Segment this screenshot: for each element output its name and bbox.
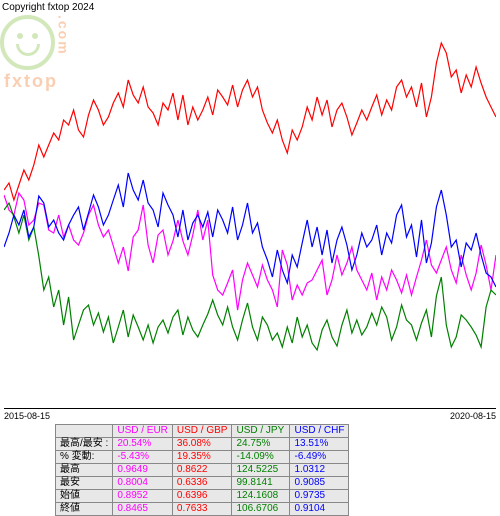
table-corner bbox=[56, 425, 113, 438]
table-row-label: 最安 bbox=[56, 477, 113, 490]
table-cell: 0.9104 bbox=[290, 503, 349, 516]
table-cell: 36.08% bbox=[172, 438, 232, 451]
table-cell: 19.35% bbox=[172, 451, 232, 464]
table-cell: 0.7633 bbox=[172, 503, 232, 516]
table-cell: 24.75% bbox=[232, 438, 290, 451]
table-cell: 0.6396 bbox=[172, 490, 232, 503]
currency-line-chart bbox=[4, 15, 496, 410]
copyright-text: Copyright fxtop 2024 bbox=[2, 2, 94, 13]
x-axis-start-label: 2015-08-15 bbox=[4, 411, 50, 421]
table-row-label: 終値 bbox=[56, 503, 113, 516]
table-cell: 0.8004 bbox=[113, 477, 173, 490]
table-cell: -6.49% bbox=[290, 451, 349, 464]
table-row-label: 最高 bbox=[56, 464, 113, 477]
table-cell: 0.8952 bbox=[113, 490, 173, 503]
x-axis-end-label: 2020-08-15 bbox=[450, 411, 496, 421]
table-cell: 1.0312 bbox=[290, 464, 349, 477]
table-cell: 106.6706 bbox=[232, 503, 290, 516]
table-cell: -5.43% bbox=[113, 451, 173, 464]
table-cell: 0.9649 bbox=[113, 464, 173, 477]
table-cell: 0.8465 bbox=[113, 503, 173, 516]
table-column-header: USD / GBP bbox=[172, 425, 232, 438]
table-cell: 0.9085 bbox=[290, 477, 349, 490]
series-line bbox=[4, 43, 496, 200]
series-line bbox=[4, 193, 496, 310]
table-row-label: % 変動: bbox=[56, 451, 113, 464]
table-row-label: 始値 bbox=[56, 490, 113, 503]
currency-data-table: USD / EURUSD / GBPUSD / JPYUSD / CHF 最高/最… bbox=[55, 424, 349, 516]
table-cell: 0.6336 bbox=[172, 477, 232, 490]
table-column-header: USD / JPY bbox=[232, 425, 290, 438]
table-cell: 20.54% bbox=[113, 438, 173, 451]
table-cell: 124.1608 bbox=[232, 490, 290, 503]
table-row-label: 最高/最安 : bbox=[56, 438, 113, 451]
table-column-header: USD / EUR bbox=[113, 425, 173, 438]
table-cell: 13.51% bbox=[290, 438, 349, 451]
table-column-header: USD / CHF bbox=[290, 425, 349, 438]
table-cell: -14.09% bbox=[232, 451, 290, 464]
table-cell: 124.5225 bbox=[232, 464, 290, 477]
x-axis-line bbox=[4, 408, 496, 409]
table-cell: 99.8141 bbox=[232, 477, 290, 490]
table-cell: 0.9735 bbox=[290, 490, 349, 503]
table-cell: 0.8622 bbox=[172, 464, 232, 477]
